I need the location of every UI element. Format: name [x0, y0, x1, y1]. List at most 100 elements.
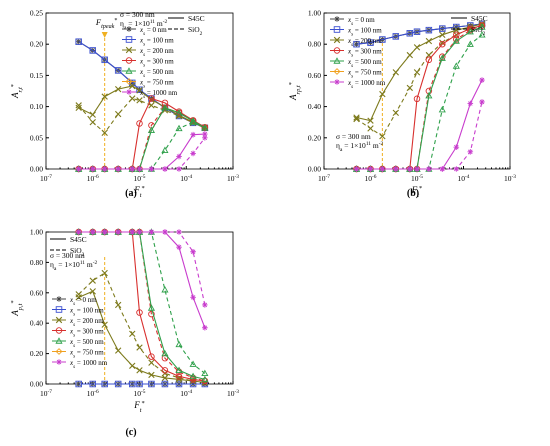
y-tick-label: 0.20 — [308, 133, 321, 142]
data-point — [161, 380, 169, 388]
x-tick-label: 10-7 — [40, 174, 52, 183]
data-point — [136, 367, 143, 374]
data-point — [392, 33, 400, 40]
legend-param-eta: ηa = 1×1011 m-2 — [336, 141, 384, 153]
data-point — [175, 366, 183, 374]
data-point — [148, 380, 155, 388]
legend-entry-label: xs = 0 nm — [347, 16, 375, 27]
data-point — [439, 31, 446, 39]
legend-entry-label: xs = 200 nm — [347, 37, 382, 48]
legend-entry-label: xs = 750 nm — [139, 79, 174, 90]
legend-param-sigma: σ = 300 nm — [336, 132, 371, 141]
data-point — [439, 39, 446, 46]
data-point — [101, 166, 108, 172]
legend-marker — [55, 327, 63, 334]
data-point — [379, 166, 386, 172]
data-point — [75, 166, 82, 172]
data-point — [353, 40, 360, 48]
data-point — [176, 166, 182, 172]
data-point — [89, 288, 96, 295]
panel-label-a: (a) — [125, 188, 137, 199]
data-point — [136, 86, 143, 94]
series-line — [78, 231, 206, 306]
data-point — [75, 229, 82, 235]
x-axis-label: Ft* — [133, 400, 145, 414]
y-axis-label-group: Ar,t* — [10, 84, 24, 99]
data-point — [147, 126, 155, 134]
legend-entry-label: xs = 100 nm — [347, 27, 382, 38]
y-tick-label: 0.80 — [308, 40, 321, 49]
data-point — [175, 109, 183, 116]
data-point — [101, 380, 108, 388]
panel-label-b: (b) — [407, 188, 419, 199]
legend-entry-label: xs = 0 nm — [139, 26, 167, 37]
data-point — [148, 371, 155, 379]
data-point — [201, 375, 209, 383]
data-point — [353, 114, 360, 121]
y-tick-label: 0.10 — [30, 102, 43, 111]
legend-linestyle-label: SiO2 — [188, 25, 203, 37]
data-point — [129, 82, 136, 90]
data-point — [89, 380, 96, 388]
legend-marker — [333, 57, 341, 64]
data-point — [439, 166, 446, 172]
legend-entry-label: xs = 200 nm — [139, 47, 174, 58]
data-point — [413, 95, 421, 103]
data-point — [114, 85, 122, 93]
legend-param-eta: ηa = 1×1011 m-2 — [120, 19, 168, 31]
x-tick-label: 10-3 — [227, 174, 239, 183]
legend-linestyle-label: SiO2 — [471, 25, 486, 37]
data-point — [190, 150, 196, 157]
legend-linestyle-label: S45C — [471, 14, 488, 23]
peak-annotation-arrow — [101, 32, 108, 38]
data-point — [353, 115, 360, 123]
legend-entry-label: xs = 100 nm — [139, 37, 174, 48]
legend-marker — [55, 348, 63, 355]
data-point — [478, 22, 486, 29]
data-point — [478, 31, 486, 38]
legend-entry-label: xs = 1000 nm — [347, 79, 386, 90]
legend-marker — [333, 68, 341, 75]
data-point — [161, 367, 169, 374]
data-point — [392, 69, 399, 76]
data-point — [161, 349, 169, 357]
series-line — [356, 23, 483, 45]
x-tick-label: 10-5 — [134, 174, 146, 183]
y-axis-label-group: Ap,t* — [10, 300, 24, 316]
data-point — [392, 166, 399, 172]
data-point — [89, 47, 96, 54]
panel-label-c: (c) — [125, 427, 136, 438]
data-point — [189, 118, 197, 125]
data-point — [129, 380, 136, 388]
data-point — [114, 67, 122, 74]
legend-entry-label: xs = 200 nm — [69, 317, 104, 328]
data-point — [101, 269, 108, 277]
legend-param-sigma: σ = 300 nm — [120, 10, 155, 19]
legend-entry-label: xs = 500 nm — [69, 338, 104, 349]
y-tick-label: 0.60 — [30, 288, 43, 297]
data-point — [161, 374, 169, 382]
legend-marker — [334, 79, 340, 85]
legend-marker — [55, 316, 63, 324]
series-line — [78, 97, 206, 170]
data-point — [453, 26, 460, 34]
data-point — [148, 353, 155, 360]
peak-annotation-label: Ftpeak* — [95, 17, 118, 30]
legend-param-sigma: σ = 300 nm — [50, 251, 85, 260]
data-point — [175, 380, 183, 388]
legend-marker — [125, 78, 133, 85]
data-point — [148, 229, 155, 235]
y-axis-label: Ar,t* — [10, 84, 24, 99]
data-point — [89, 166, 96, 172]
legend-marker — [333, 36, 341, 44]
data-point — [75, 102, 82, 109]
legend-entry-label: xs = 500 nm — [347, 58, 382, 69]
legend-linestyle-label: S45C — [70, 235, 87, 244]
series-line — [356, 101, 483, 170]
series-line — [78, 133, 205, 170]
x-tick-label: 10-6 — [87, 389, 99, 398]
data-point — [379, 90, 386, 98]
data-point — [478, 23, 486, 30]
